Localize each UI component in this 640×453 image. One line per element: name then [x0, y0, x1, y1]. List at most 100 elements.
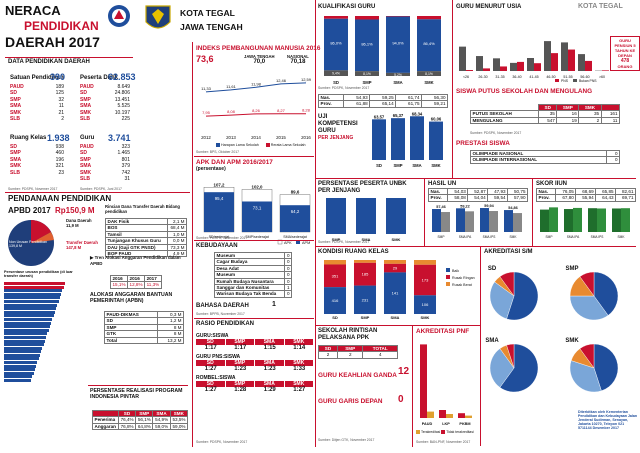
rasio-value: 1:17 — [234, 345, 247, 351]
apm-bar — [204, 192, 234, 232]
source-note: Sumber: BAN-PNF, November 2017 — [416, 440, 471, 444]
list-item: SMK 21 — [10, 109, 64, 116]
hasil-un-bar — [480, 208, 489, 232]
bar — [4, 343, 44, 347]
tick-label: 2015 — [276, 135, 286, 140]
tick-label: SMA IPA — [567, 235, 580, 239]
ipm-line-chart: 11,33 11,61 11,98 12,46 12,59 7,95 8,08 8,26 8,2… — [201, 77, 312, 140]
data-label: 106 — [422, 302, 429, 307]
list-item: PAUD 323 — [80, 144, 130, 150]
bar — [4, 332, 48, 336]
pip-title: PERSENTASE REALISASI PROGRAM INDONESIA P… — [90, 388, 183, 400]
rasio-value: 1:27 — [293, 387, 306, 393]
pnf-bar — [427, 411, 434, 418]
list-item: SD 1.465 — [80, 150, 130, 157]
bar — [4, 357, 39, 361]
table-row: Nas. 54,03 52,87 47,93 50,75 — [427, 187, 528, 196]
tick-label: SD/sederajat — [209, 235, 230, 239]
list-item: SLB 23 — [10, 169, 64, 176]
bar-segment — [324, 16, 348, 19]
table-row: Tamsil 1,0 M — [105, 230, 188, 239]
apk-apm-bar-chart: 107,2 95,4 SD/sederajat 102,0 73,1 SMP/sedera… — [203, 182, 310, 245]
legend-swatch — [573, 79, 577, 82]
rasio-value: 1:27 — [204, 387, 217, 393]
divider — [316, 178, 636, 179]
table-row: OLIMPIADE NASIONAL 0 — [470, 149, 621, 158]
rasio-value: 1:28 — [234, 387, 247, 393]
pns-bar — [483, 68, 490, 71]
persentase-bar-list — [4, 282, 82, 442]
tick-label: >60 — [599, 75, 605, 79]
data-label: 60,06 — [431, 117, 442, 122]
bar-segment — [417, 16, 441, 20]
data-label: 54,86 — [508, 206, 518, 210]
source-note: Sumber: BPPB, November 2017 — [196, 312, 245, 316]
peserta-total: 62.853 — [108, 72, 136, 82]
peserta-list: PAUD 8.649 SD 24.806 SMP 13.451 SMA 5.525 SMK 10.… — [80, 84, 130, 122]
bar — [4, 364, 37, 368]
pns-bar — [466, 70, 473, 71]
tick-label: SMK — [431, 163, 440, 168]
guru-usia-bar-chart: <26 26-30 31-35 36-40 41-45 46-50 51-55 56-60 >6… — [459, 41, 609, 83]
kota-tegal-emblem-icon — [145, 5, 171, 29]
list-item: SMK 742 — [80, 169, 130, 176]
bar — [4, 379, 32, 383]
section-title-data-pendidikan: DATA PENDIDIKAN DAERAH — [8, 59, 90, 65]
apbd-label: APBD 2017 — [8, 206, 51, 215]
apk-subtitle: (persentase) — [196, 166, 226, 172]
ukg-bar — [372, 119, 386, 160]
tick-label: SMP — [546, 235, 553, 239]
tick-label: SMK — [618, 235, 626, 239]
garis-depan-value: 0 — [398, 394, 404, 405]
bar — [4, 317, 53, 321]
pie-slice-transfer — [31, 220, 51, 243]
pip-table: SD SMP SMA SMK Penerima 76,4% 56,1% 54,9% 53,5%… — [92, 409, 189, 431]
tick-label: SMK — [510, 235, 518, 239]
apbd-pie-chart — [8, 220, 54, 266]
list-item: SD 24.806 — [80, 90, 130, 97]
data-label: 141 — [392, 291, 399, 296]
bar — [4, 375, 33, 379]
bar-segment — [384, 260, 406, 264]
bar-segment — [354, 285, 376, 314]
tick-label: SMP — [362, 80, 371, 85]
list-item: SMA 196 — [10, 156, 64, 163]
bar — [4, 303, 58, 307]
data-label: 8,08 — [227, 109, 236, 114]
list-item: PAUD 189 — [10, 84, 64, 90]
pie-slice — [593, 271, 619, 316]
sps-table: SD SMP SMK PUTUS SEKOLAH 35 16 35 161 MENGULANG… — [469, 103, 621, 125]
persentase-title: Persentase urusan pendidikan (di luar tr… — [4, 270, 73, 278]
legend-label: APM — [302, 241, 310, 245]
satuan-total: 390 — [50, 72, 66, 82]
rasio-value: 1:15 — [263, 345, 276, 351]
pns-bar — [500, 66, 507, 71]
pns-bar — [602, 70, 609, 71]
data-label: 8,27 — [277, 108, 286, 113]
data-label: 59,22 — [460, 204, 470, 208]
data-label: 8,26 — [252, 108, 261, 113]
bar — [4, 353, 40, 357]
hasil-un-bar — [465, 211, 474, 232]
tick-label: SMK — [421, 315, 430, 320]
bar-segment — [386, 72, 410, 76]
ruang-kelas-block: Ruang Kelas SD 938 SMP 460 SMA 196 SMK 321 SLB 23 — [10, 135, 64, 176]
legend-swatch — [446, 268, 450, 272]
tick-label: SMP — [332, 237, 341, 242]
legend-swatch — [446, 275, 450, 279]
rk-label: Ruang Kelas — [10, 135, 47, 141]
divider — [424, 178, 425, 246]
bar — [4, 328, 49, 332]
data-label: 12,59 — [301, 77, 312, 82]
skor-bar — [564, 209, 573, 232]
table-row: MENGULANG 547 19 2 11 — [469, 116, 621, 125]
skor-bar — [621, 208, 630, 232]
table-row: BOP PAUD 4,9 M — [105, 249, 188, 258]
hasil-un-bar — [441, 212, 450, 232]
table-row: Penerima 76,4% 56,1% 54,9% 53,5% — [92, 416, 189, 424]
header-region: KOTA TEGAL JAWA TENGAH — [140, 0, 322, 42]
ipm-value: 73,6 — [196, 54, 214, 64]
ukg-bar — [391, 118, 405, 160]
bar-segment — [354, 260, 376, 263]
